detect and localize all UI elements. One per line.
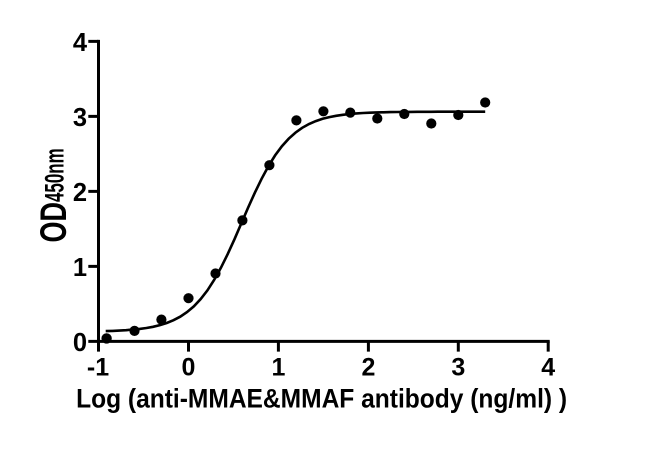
svg-text:2: 2	[73, 179, 87, 207]
svg-text:0: 0	[73, 329, 87, 357]
svg-text:-1: -1	[87, 354, 109, 382]
svg-text:1: 1	[271, 354, 285, 382]
svg-text:3: 3	[451, 354, 465, 382]
svg-text:3: 3	[73, 104, 87, 132]
svg-text:2: 2	[361, 354, 375, 382]
svg-text:450nm: 450nm	[40, 148, 70, 202]
svg-text:4: 4	[73, 29, 88, 57]
svg-text:Log (anti-MMAE&MMAF antibody (: Log (anti-MMAE&MMAF antibody (ng/ml) )	[76, 384, 567, 414]
svg-text:0: 0	[182, 354, 196, 382]
svg-text:1: 1	[73, 254, 87, 282]
svg-text:4: 4	[541, 354, 555, 382]
svg-text:OD: OD	[31, 202, 73, 242]
